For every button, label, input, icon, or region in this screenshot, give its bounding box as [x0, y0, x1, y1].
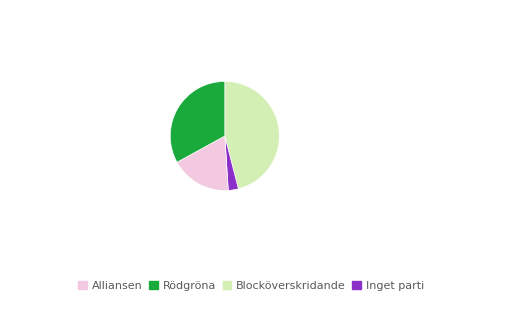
Wedge shape	[170, 81, 225, 162]
Legend: Alliansen, Rödgröna, Blocköverskridande, Inget parti: Alliansen, Rödgröna, Blocköverskridande,…	[74, 276, 428, 295]
Wedge shape	[225, 136, 239, 190]
Wedge shape	[177, 136, 228, 191]
Wedge shape	[225, 81, 279, 189]
